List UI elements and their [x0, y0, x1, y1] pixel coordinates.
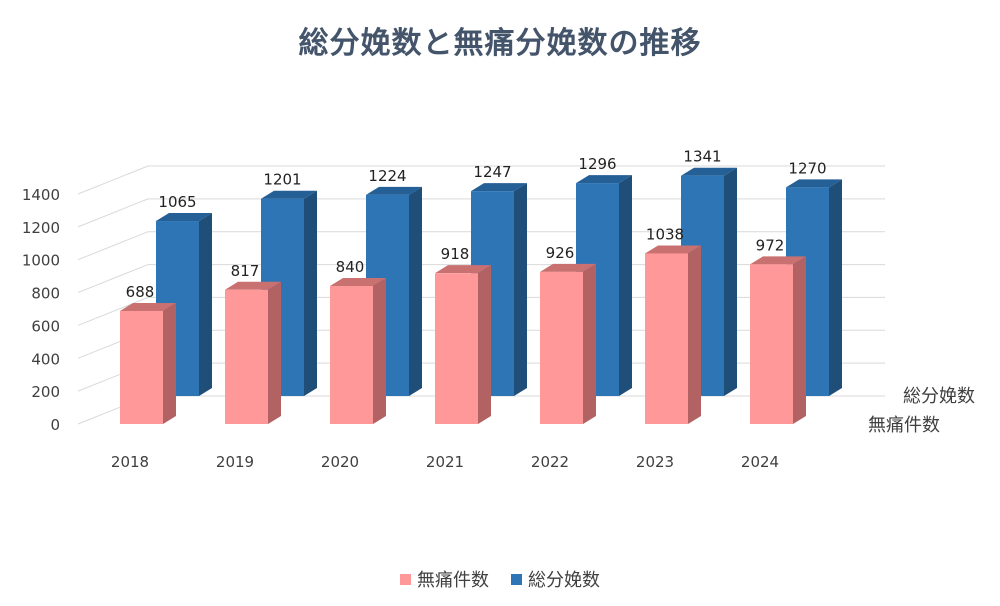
gridline-diagonal	[77, 198, 149, 228]
bar-painless-top	[540, 263, 596, 272]
data-label-painless: 1038	[646, 225, 684, 243]
depth-label-painless: 無痛件数	[868, 415, 940, 436]
y-tick-label: 1400	[22, 186, 60, 204]
bar-total-top	[156, 213, 212, 222]
bar-total-side	[829, 179, 842, 396]
depth-label-total: 総分娩数	[903, 386, 975, 407]
data-label-painless: 926	[546, 244, 575, 262]
x-tick-label: 2024	[741, 453, 779, 471]
legend-label-painless: 無痛件数	[417, 570, 489, 591]
bar-total-top	[471, 183, 527, 192]
bar-painless-top	[750, 256, 806, 265]
bar-painless-top	[225, 281, 281, 290]
legend-swatch-total	[511, 573, 522, 585]
bar-total-top	[576, 175, 632, 184]
data-label-painless: 918	[441, 245, 470, 263]
bar-painless-top	[435, 265, 491, 274]
legend: 無痛件数 総分娩数	[0, 566, 1000, 592]
chart-title: 総分娩数と無痛分娩数の推移	[298, 26, 702, 61]
gridline-diagonal	[77, 296, 149, 326]
legend-item-total: 総分娩数	[511, 566, 600, 592]
bar-painless-side	[583, 263, 596, 424]
bar-total-side	[619, 175, 632, 396]
bar-total-side	[409, 186, 422, 396]
data-label-total: 1247	[473, 163, 511, 181]
bar-painless	[330, 286, 373, 424]
data-label-painless: 840	[336, 258, 365, 276]
bar-painless-side	[478, 265, 491, 424]
data-label-total: 1201	[263, 171, 301, 189]
data-label-painless: 688	[126, 283, 155, 301]
bar-total-top	[261, 190, 317, 199]
x-tick-label: 2018	[111, 453, 149, 471]
data-label-total: 1224	[368, 167, 406, 185]
gridline-diagonal	[77, 264, 149, 294]
y-tick-label: 600	[31, 317, 60, 335]
bar-painless	[540, 271, 583, 424]
bar-painless-side	[163, 302, 176, 424]
bar-painless-top	[645, 245, 701, 254]
bar-painless	[225, 289, 268, 424]
gridline-diagonal	[77, 231, 149, 261]
bar-painless-side	[688, 245, 701, 424]
data-label-total: 1296	[578, 155, 616, 173]
data-label-painless: 972	[756, 236, 785, 254]
bar-total-side	[199, 213, 212, 396]
bar-painless-side	[373, 278, 386, 424]
x-tick-label: 2022	[531, 453, 569, 471]
bar-painless-top	[330, 278, 386, 286]
bar-painless-top	[120, 302, 176, 311]
x-tick-label: 2021	[426, 453, 464, 471]
x-tick-label: 2019	[216, 453, 254, 471]
bar-total-top	[366, 186, 422, 195]
bar-total-top	[786, 179, 842, 188]
y-tick-label: 1200	[22, 219, 60, 237]
data-label-total: 1270	[788, 159, 826, 177]
gridline-diagonal	[77, 165, 149, 195]
y-tick-label: 1000	[22, 252, 60, 270]
bar-painless-side	[793, 256, 806, 424]
data-label-total: 1065	[158, 193, 196, 211]
y-tick-label: 0	[50, 416, 60, 434]
bar-painless	[120, 310, 163, 424]
y-tick-label: 200	[31, 383, 60, 401]
x-tick-label: 2020	[321, 453, 359, 471]
bar-painless	[435, 273, 478, 424]
y-tick-label: 400	[31, 350, 60, 368]
y-tick-label: 800	[31, 285, 60, 303]
legend-label-total: 総分娩数	[528, 570, 600, 591]
bar-total-top	[681, 167, 737, 176]
legend-item-painless: 無痛件数	[400, 566, 489, 592]
legend-swatch-painless	[400, 573, 411, 585]
bar-total-side	[514, 183, 527, 396]
bar-total-side	[304, 190, 317, 396]
bar-painless	[750, 264, 793, 424]
data-label-total: 1341	[683, 148, 721, 166]
bar-painless	[645, 253, 688, 424]
x-tick-label: 2023	[636, 453, 674, 471]
data-label-painless: 817	[231, 262, 260, 280]
bar-painless-side	[268, 281, 281, 424]
bar-total-side	[724, 167, 737, 396]
